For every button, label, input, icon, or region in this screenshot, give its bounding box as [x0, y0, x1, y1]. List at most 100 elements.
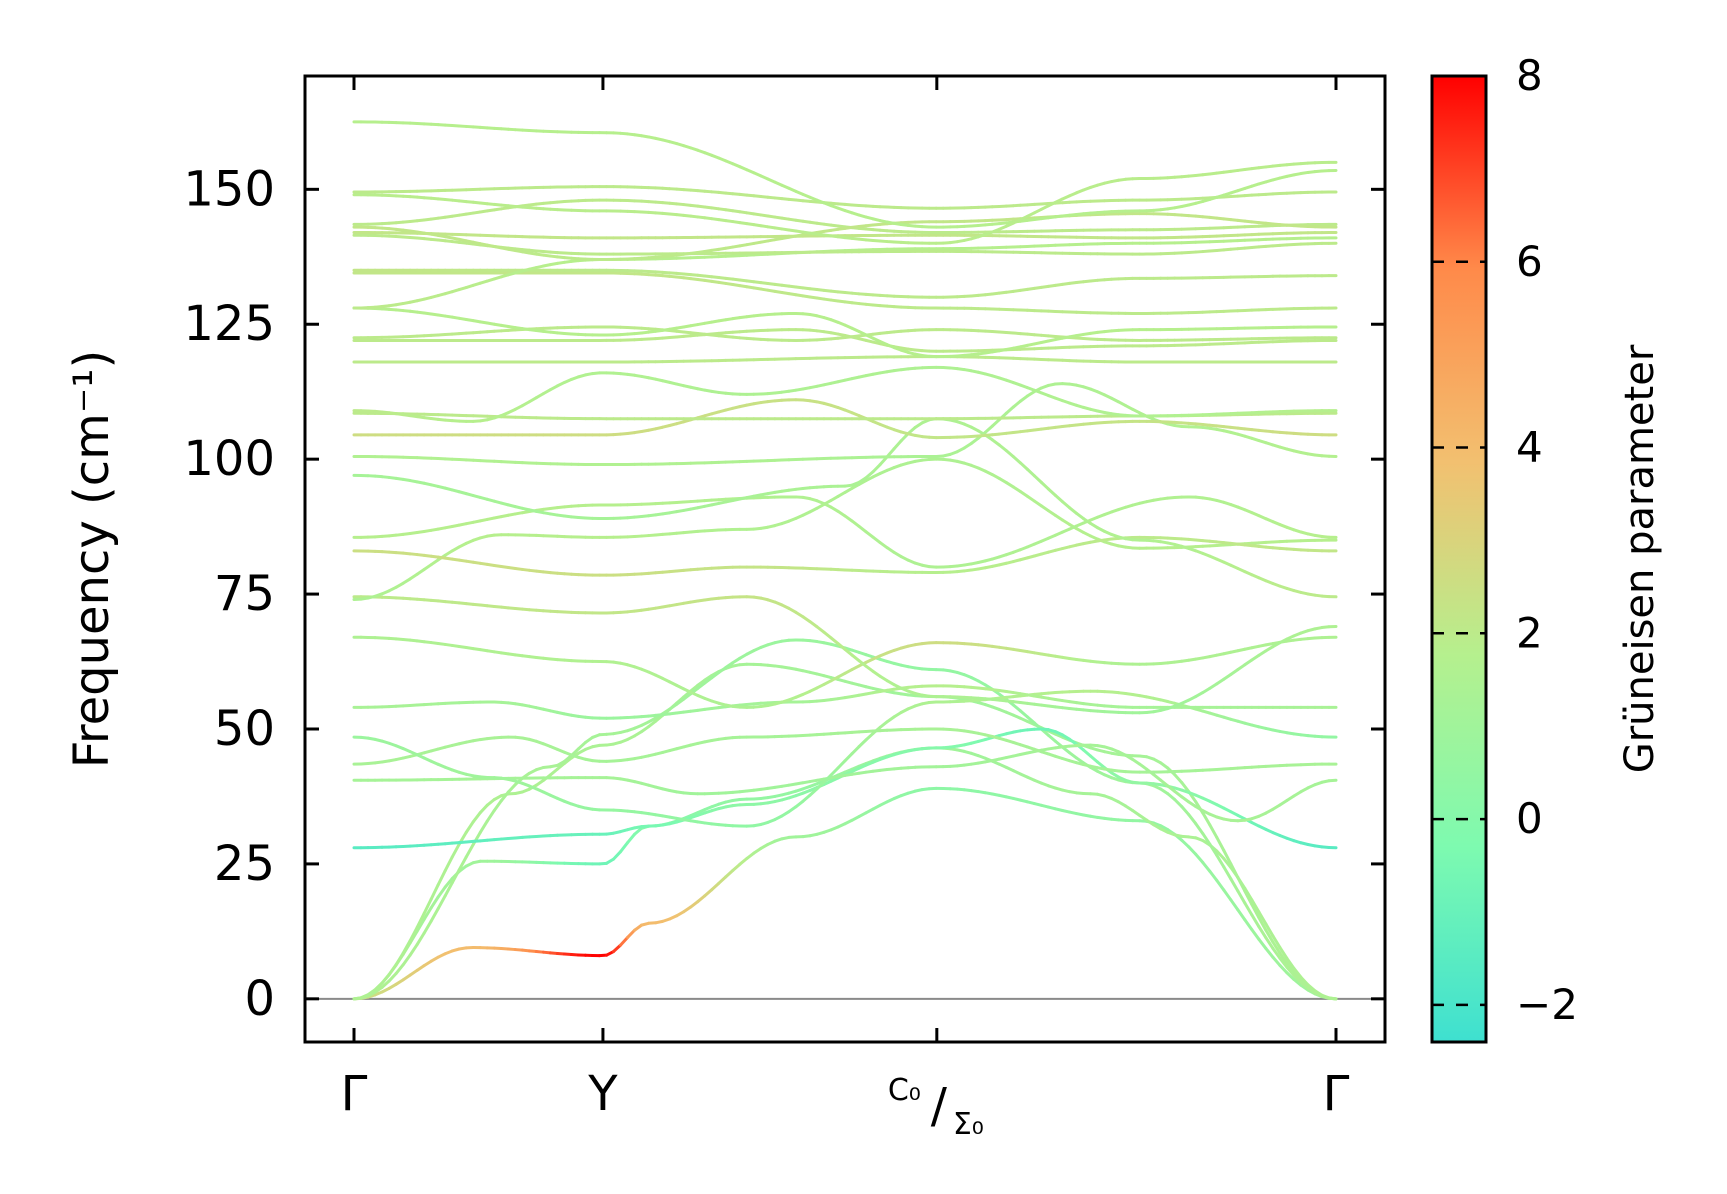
- dispersion-branch: [352, 689, 1338, 828]
- dispersion-branch: [352, 457, 1338, 601]
- y-tick-label: 150: [183, 161, 275, 217]
- dispersion-segment: [1215, 853, 1226, 869]
- dispersion-segment: [1229, 862, 1240, 879]
- dispersion-segment: [612, 943, 623, 954]
- dispersion-segment: [689, 683, 700, 693]
- dispersion-branch: [352, 727, 1338, 850]
- dispersion-segment: [1250, 898, 1261, 914]
- dispersion-segment: [1236, 889, 1247, 905]
- dispersion-segment: [1243, 889, 1254, 906]
- dispersion-segment: [612, 850, 623, 861]
- dispersion-segment: [1208, 869, 1219, 882]
- dispersion-segment: [1222, 857, 1233, 869]
- dispersion-segment: [717, 875, 728, 885]
- dispersion-segment: [1180, 780, 1191, 794]
- dispersion-segment: [1285, 961, 1296, 974]
- dispersion-segment: [485, 808, 496, 823]
- dispersion-segment: [1053, 493, 1064, 504]
- dispersion-segment: [1215, 849, 1226, 861]
- dispersion-segment: [731, 862, 742, 872]
- y-axis-label: Frequency (cm⁻¹): [64, 350, 120, 768]
- dispersion-segment: [394, 951, 405, 967]
- dispersion-segment: [478, 803, 489, 815]
- colorbar-tick-label: 4: [1516, 423, 1543, 472]
- dispersion-segment: [1250, 928, 1261, 941]
- dispersion-segment: [394, 963, 405, 976]
- dispersion-branch: [352, 328, 1338, 353]
- dispersion-segment: [1201, 860, 1212, 873]
- dispersion-branch: [352, 743, 1338, 823]
- dispersion-segment: [850, 745, 861, 756]
- dispersion-curves: [352, 120, 1338, 1001]
- dispersion-segment: [1180, 805, 1191, 817]
- dispersion-segment: [1278, 951, 1289, 965]
- dispersion-segment: [401, 953, 412, 967]
- dispersion-segment: [1292, 973, 1303, 984]
- dispersion-segment: [380, 973, 391, 985]
- dispersion-segment: [443, 877, 454, 889]
- dispersion-branch: [352, 271, 1338, 315]
- dispersion-segment: [1159, 778, 1170, 788]
- dispersion-segment: [471, 811, 482, 824]
- dispersion-branch: [352, 398, 1338, 440]
- plot-frame: [303, 74, 1387, 1044]
- x-axis-kpoint-ticks: Γ Y C₀ / Σ₀ Γ: [341, 76, 1350, 1142]
- dispersion-segment: [1292, 970, 1303, 982]
- dispersion-segment: [822, 773, 833, 784]
- dispersion-segment: [1299, 975, 1310, 987]
- dispersion-branch: [352, 786, 1338, 1001]
- dispersion-segment: [1271, 934, 1282, 949]
- colorbar-label: Grüneisen parameter: [1617, 344, 1663, 773]
- y-tick-label: 75: [214, 566, 275, 622]
- dispersion-branch: [352, 355, 1338, 364]
- dispersion-segment: [429, 895, 440, 910]
- dispersion-segment: [1187, 813, 1198, 826]
- dispersion-segment: [1215, 835, 1226, 852]
- dispersion-segment: [983, 424, 994, 434]
- x-tick-label: Y: [587, 1066, 618, 1122]
- x-tick-label-slash: /: [931, 1078, 948, 1134]
- y-tick-label: 125: [183, 296, 275, 352]
- dispersion-segment: [829, 636, 840, 646]
- dispersion-segment: [415, 931, 426, 947]
- colorbar-tick-label: 0: [1516, 794, 1543, 843]
- dispersion-branch: [352, 635, 1338, 709]
- dispersion-segment: [1271, 955, 1282, 967]
- dispersion-branch: [352, 382, 1338, 467]
- dispersion-segment: [843, 752, 854, 763]
- dispersion-branch: [352, 198, 1338, 234]
- dispersion-segment: [450, 868, 461, 885]
- dispersion-segment: [1278, 963, 1289, 975]
- dispersion-segment: [1060, 500, 1071, 510]
- dispersion-branch: [352, 417, 1338, 599]
- y-tick-label: 25: [214, 836, 275, 892]
- dispersion-segment: [738, 857, 749, 866]
- dispersion-branch: [352, 268, 1338, 299]
- dispersion-segment: [1011, 455, 1022, 465]
- dispersion-segment: [808, 787, 819, 797]
- dispersion-segment: [1236, 908, 1247, 922]
- dispersion-segment: [499, 790, 510, 803]
- colorbar-tick-label: 6: [1516, 237, 1543, 286]
- dispersion-segment: [1201, 831, 1212, 846]
- dispersion-segment: [1194, 852, 1205, 864]
- dispersion-segment: [1194, 822, 1205, 835]
- dispersion-segment: [1278, 956, 1289, 969]
- dispersion-segment: [1032, 474, 1043, 484]
- dispersion-segment: [443, 855, 454, 873]
- dispersion-segment: [555, 761, 566, 771]
- y-tick-label: 100: [183, 431, 275, 487]
- dispersion-segment: [1285, 965, 1296, 977]
- dispersion-segment: [415, 917, 426, 933]
- dispersion-segment: [724, 868, 735, 879]
- colorbar: [1430, 74, 1488, 1044]
- dispersion-segment: [990, 418, 1001, 428]
- dispersion-segment: [1025, 467, 1036, 478]
- dispersion-branch: [352, 160, 1338, 245]
- dispersion-segment: [1046, 733, 1057, 743]
- dispersion-segment: [1187, 845, 1198, 856]
- dispersion-segment: [633, 826, 644, 836]
- x-tick-label-lower: Σ₀: [953, 1107, 984, 1142]
- y-tick-label: 0: [244, 971, 275, 1027]
- dispersion-segment: [1173, 773, 1184, 784]
